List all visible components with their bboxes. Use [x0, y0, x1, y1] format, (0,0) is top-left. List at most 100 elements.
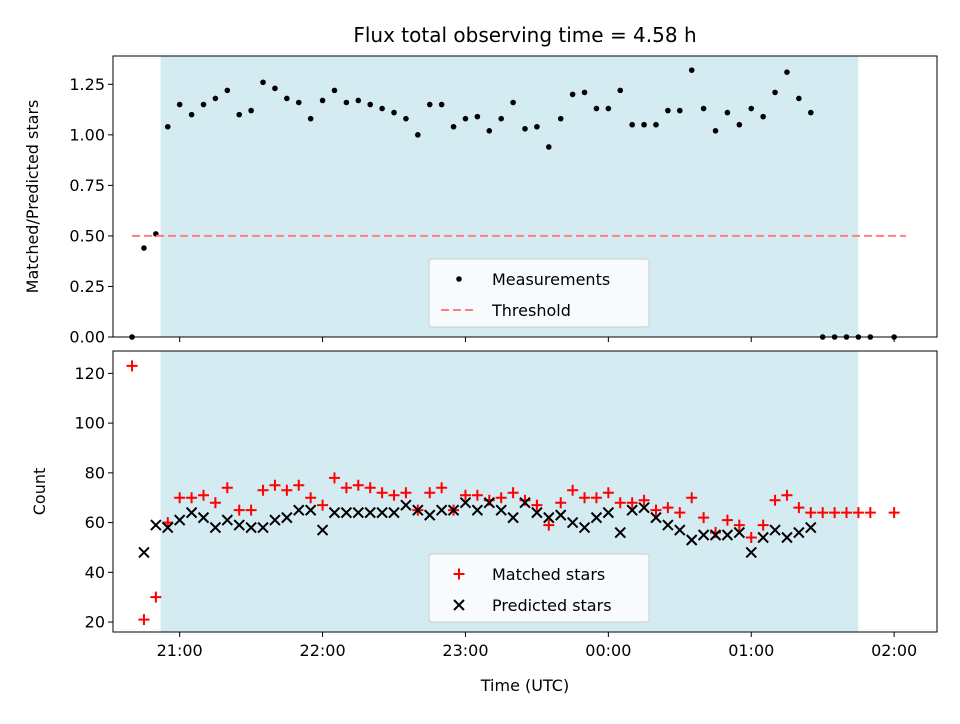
x-tick-label: 01:00 — [728, 641, 774, 660]
chart-title: Flux total observing time = 4.58 h — [353, 23, 696, 47]
predicted-star-point — [650, 511, 662, 524]
matched-star-point — [150, 591, 162, 603]
predicted-star-point — [662, 519, 674, 531]
series-predicted-stars — [138, 496, 817, 559]
measurement-point — [629, 121, 635, 128]
predicted-star-point — [447, 504, 460, 516]
measurement-point — [772, 89, 778, 96]
predicted-star-point — [328, 506, 341, 519]
predicted-star-point — [805, 521, 817, 534]
predicted-star-point — [221, 514, 234, 526]
predicted-star-point — [281, 511, 293, 524]
matched-star-point — [507, 487, 519, 499]
measurement-point — [367, 101, 374, 108]
predicted-star-point — [733, 526, 746, 539]
matched-star-point — [805, 507, 817, 519]
measurement-point — [581, 89, 588, 96]
matched-star-point — [841, 507, 853, 519]
predicted-star-point — [495, 504, 507, 516]
legend-plus-swatch — [453, 568, 465, 580]
matched-star-point — [555, 497, 567, 509]
predicted-star-point — [566, 516, 579, 529]
matched-star-point — [245, 504, 257, 516]
matched-star-point — [471, 489, 483, 501]
matched-star-point — [138, 614, 150, 626]
measurement-point — [355, 97, 362, 104]
predicted-star-point — [257, 521, 269, 534]
predicted-star-point — [555, 509, 567, 521]
measurement-point — [605, 105, 612, 112]
matched-star-point — [817, 507, 829, 519]
measurement-point — [796, 95, 802, 102]
predicted-star-point — [435, 504, 448, 516]
predicted-star-point — [293, 504, 305, 516]
upper-panel: 0.00 0.25 0.50 0.75 1.00 1.25 Flux total obse… — [23, 23, 938, 347]
matched-star-point — [829, 507, 841, 519]
measurement-point — [379, 105, 385, 112]
predicted-star-point — [697, 529, 710, 541]
x-tick-label: 21:00 — [157, 641, 203, 660]
y-tick-label: 0.25 — [69, 277, 105, 296]
predicted-star-point — [185, 506, 198, 519]
predicted-star-point — [626, 504, 638, 516]
predicted-star-point — [531, 506, 543, 519]
legend-x-swatch — [453, 599, 465, 611]
predicted-star-point — [459, 496, 472, 509]
measurement-point — [176, 101, 183, 108]
upper-x-ticks — [179, 337, 895, 342]
matched-star-point — [733, 519, 745, 531]
measurement-point — [426, 101, 433, 108]
matched-star-point — [376, 487, 388, 499]
measurement-point — [712, 127, 719, 134]
measurement-point — [546, 144, 552, 150]
upper-y-axis-label: Matched/Predicted stars — [23, 100, 42, 294]
matched-star-point — [233, 504, 245, 516]
measurement-point — [641, 121, 647, 128]
measurement-point — [700, 105, 707, 112]
y-tick-label: 40 — [85, 563, 105, 582]
matched-star-point — [340, 482, 352, 494]
lower-x-ticks: 21:00 22:00 23:00 00:00 01:00 02:00 — [157, 632, 917, 660]
predicted-star-point — [304, 504, 317, 516]
matched-star-point — [614, 497, 626, 509]
measurement-point — [236, 111, 243, 118]
measurement-point — [665, 107, 671, 114]
lower-y-axis-label: Count — [30, 468, 49, 516]
predicted-star-point — [757, 531, 769, 544]
x-axis-label: Time (UTC) — [480, 676, 569, 695]
upper-y-ticks: 0.00 0.25 0.50 0.75 1.00 1.25 — [69, 75, 113, 347]
lower-panel: 20 40 60 80 100 120 21:00 22:00 23:00 00:00 01:00… — [30, 350, 938, 695]
lower-y-ticks: 20 40 60 80 100 120 — [74, 364, 113, 632]
measurement-point — [403, 115, 409, 122]
y-tick-label: 1.25 — [69, 75, 105, 94]
predicted-star-point — [471, 504, 484, 516]
legend-dot-swatch — [456, 276, 462, 282]
legend-box — [428, 258, 650, 328]
predicted-star-point — [376, 506, 388, 519]
matched-star-point — [757, 519, 769, 531]
predicted-star-point — [424, 509, 436, 521]
matched-star-point — [579, 492, 591, 504]
predicted-star-point — [233, 519, 245, 531]
measurement-point — [260, 79, 266, 86]
predicted-star-point — [483, 496, 495, 509]
matched-star-point — [686, 492, 698, 504]
predicted-star-point — [638, 501, 650, 514]
measurement-point — [391, 109, 397, 116]
measurement-point — [676, 107, 683, 114]
measurement-point — [593, 105, 600, 112]
measurement-point — [784, 69, 790, 75]
matched-star-point — [793, 502, 805, 514]
measurement-point — [284, 95, 290, 102]
matched-star-point — [745, 532, 757, 544]
measurement-point — [272, 85, 278, 92]
measurement-point — [498, 115, 504, 122]
legend-label: Predicted stars — [492, 596, 612, 615]
legend-label: Measurements — [492, 270, 610, 289]
measurement-point — [617, 87, 624, 94]
y-tick-label: 60 — [85, 513, 105, 532]
measurement-point — [343, 99, 350, 106]
matched-star-point — [495, 492, 507, 504]
measurement-point — [248, 107, 254, 114]
